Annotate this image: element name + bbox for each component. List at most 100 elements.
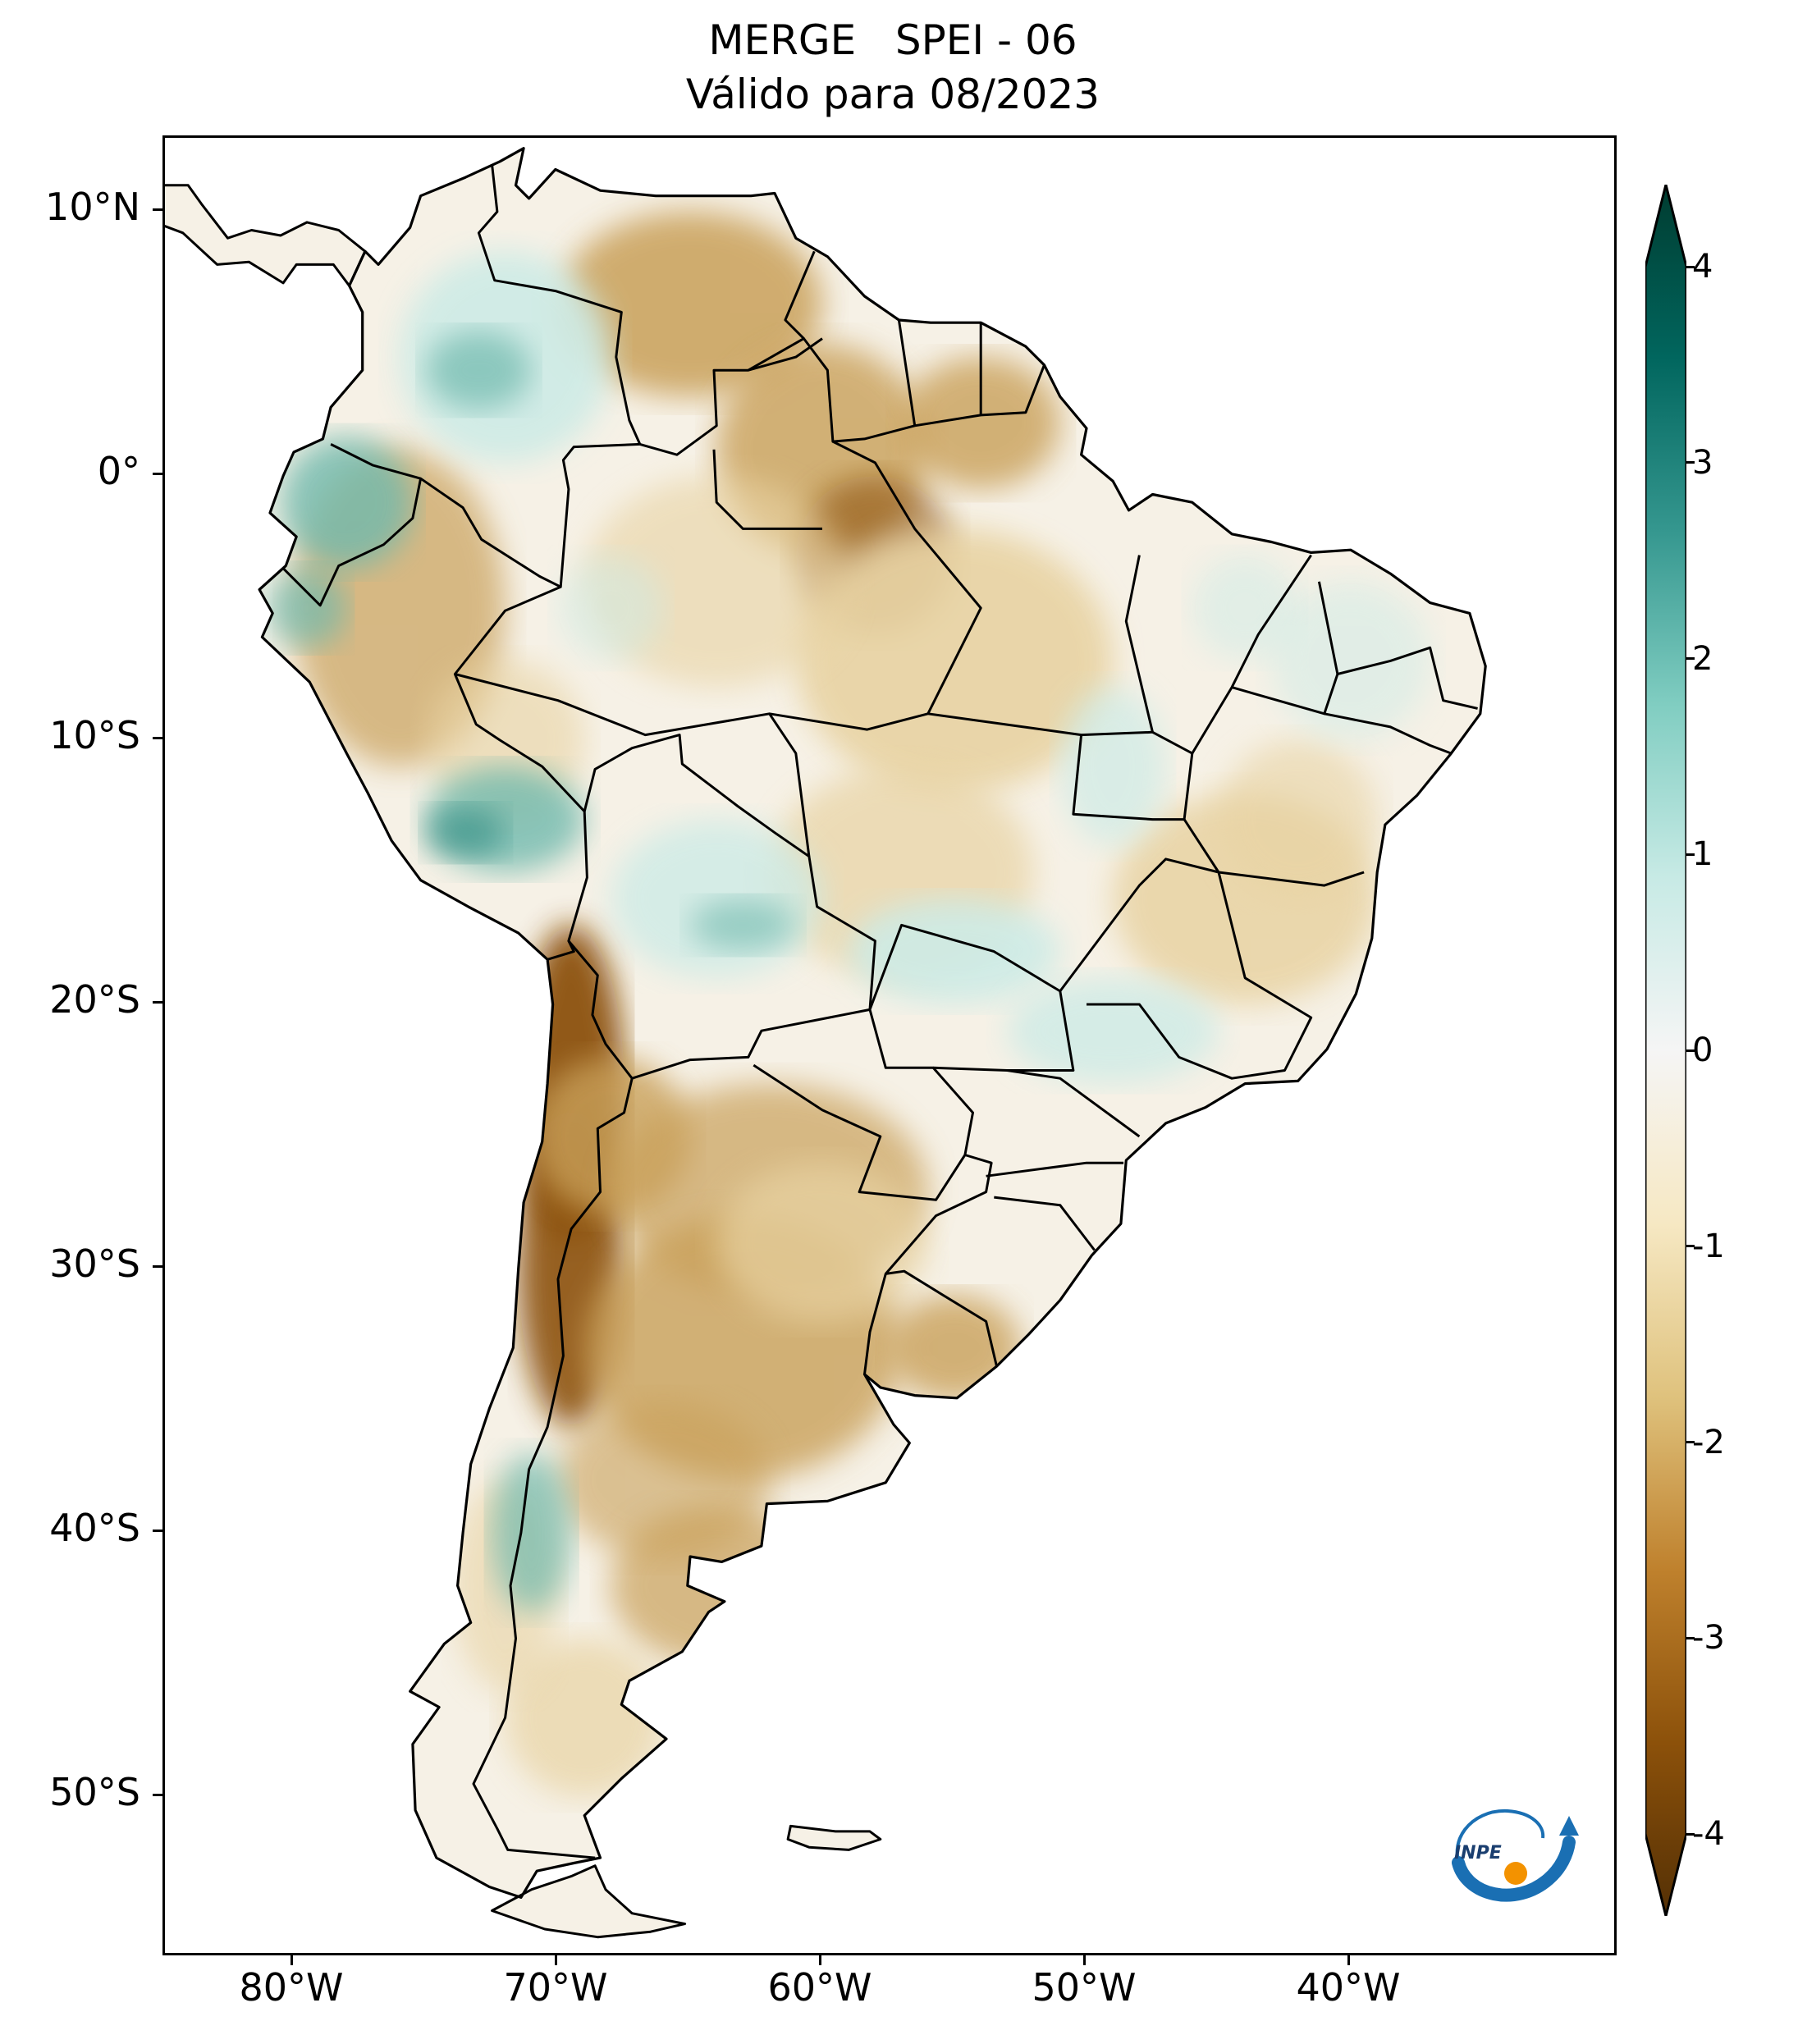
colorbar-label-neg2: -2 <box>1692 1423 1725 1461</box>
colorbar-label-2: 2 <box>1692 639 1713 678</box>
border-line <box>1324 712 1452 755</box>
border-line <box>477 163 642 446</box>
spei-anomaly-patch <box>426 806 506 859</box>
border-line <box>631 1008 974 1201</box>
colorbar-label-1: 1 <box>1692 835 1713 874</box>
spei-anomaly-patch <box>1219 740 1378 899</box>
border-line <box>330 442 640 588</box>
lon-tick <box>818 1955 821 1965</box>
lon-tick <box>554 1955 557 1965</box>
lat-tick <box>153 1000 162 1004</box>
border-line <box>897 319 917 427</box>
lat-tick <box>153 736 162 739</box>
border-line <box>455 673 1153 737</box>
colorbar-tick <box>1686 1245 1695 1248</box>
colorbar-tick <box>1686 657 1695 660</box>
border-line <box>472 940 634 1859</box>
lat-label-50s: 50°S <box>49 1770 140 1814</box>
colorbar-tick <box>1686 461 1695 464</box>
border-line <box>491 1864 687 1939</box>
border-line <box>1059 857 1313 1080</box>
lat-label-0: 0° <box>97 449 140 493</box>
spei-anomaly-patch <box>426 330 532 410</box>
colorbar-label-3: 3 <box>1692 443 1713 482</box>
border-line <box>803 337 1045 443</box>
spei-anomaly-patch <box>1192 555 1298 661</box>
colorbar-label-neg3: -3 <box>1692 1619 1725 1658</box>
lat-tick <box>153 208 162 211</box>
border-line <box>1072 555 1194 821</box>
map-subtitle: Válido para 08/2023 <box>685 71 1100 118</box>
lon-tick <box>290 1955 293 1965</box>
spei-anomaly-patch <box>267 568 347 648</box>
spei-anomaly-patch <box>492 1453 572 1612</box>
spei-anomaly-patch <box>690 899 796 952</box>
spei-anomaly-patch <box>1007 977 1219 1084</box>
border-line <box>986 1161 1124 1177</box>
border-line <box>583 734 876 1010</box>
lon-label-40w: 40°W <box>1296 1965 1401 2010</box>
lat-tick <box>153 472 162 475</box>
border-line <box>639 250 816 456</box>
colorbar-tick <box>1686 1049 1695 1052</box>
spei-field <box>165 148 1486 1937</box>
lon-tick <box>1082 1955 1086 1965</box>
colorbar-body <box>1645 185 1686 1916</box>
lat-label-10s: 10°S <box>49 713 140 757</box>
border-line <box>1191 554 1312 754</box>
border-line <box>748 337 823 372</box>
spei-anomaly-patch <box>280 436 413 569</box>
colorbar-tick <box>1686 265 1695 268</box>
lon-label-60w: 60°W <box>767 1965 872 2010</box>
south-america-map <box>165 147 1487 1939</box>
lon-label-70w: 70°W <box>503 1965 608 2010</box>
colorbar-label-0: 0 <box>1692 1031 1713 1069</box>
border-line <box>994 1196 1096 1251</box>
logo-text: INPE <box>1454 1843 1502 1863</box>
spei-anomaly-patch <box>849 899 1060 1004</box>
colorbar-tick <box>1686 1636 1695 1639</box>
colorbar-label-4: 4 <box>1692 248 1713 286</box>
border-line <box>1007 1069 1141 1138</box>
spei-anomaly-patch <box>558 555 664 661</box>
colorbar-tick <box>1686 1832 1695 1836</box>
colorbar-label-neg4: -4 <box>1692 1815 1725 1853</box>
lat-tick <box>153 1529 162 1532</box>
country-borders <box>165 147 1487 1939</box>
border-line <box>832 440 982 715</box>
border-line <box>768 712 811 857</box>
map-panel <box>162 135 1617 1955</box>
spei-anomaly-patch <box>716 1163 928 1322</box>
lon-tick <box>1347 1955 1350 1965</box>
lat-label-30s: 30°S <box>49 1241 140 1286</box>
colorbar-label-neg1: -1 <box>1692 1227 1725 1265</box>
spei-anomaly-patch <box>1059 687 1166 846</box>
border-line <box>786 1824 882 1851</box>
spei-anomaly-patch <box>558 212 822 397</box>
border-line <box>282 478 423 607</box>
border-line <box>1231 581 1339 716</box>
lat-label-40s: 40°S <box>49 1506 140 1550</box>
border-line <box>863 1269 998 1374</box>
border-line <box>712 449 822 530</box>
colorbar <box>1645 185 1686 1916</box>
lat-label-20s: 20°S <box>49 977 140 1022</box>
spei-anomaly-patch <box>1271 581 1430 741</box>
spei-anomaly-patch <box>888 1295 1021 1401</box>
lon-label-80w: 80°W <box>239 1965 344 2010</box>
lat-tick <box>153 1264 162 1268</box>
spei-anomaly-patch <box>505 1638 664 1797</box>
border-line <box>885 1154 993 1275</box>
lon-label-50w: 50°W <box>1032 1965 1137 2010</box>
border-line <box>1337 646 1478 710</box>
border-line <box>165 184 367 287</box>
lat-tick <box>153 1793 162 1796</box>
inpe-logo: INPE <box>1452 1809 1579 1902</box>
border-line <box>1183 818 1365 887</box>
spei-anomaly-patch <box>611 1506 822 1665</box>
lat-label-10n: 10°N <box>45 185 140 229</box>
colorbar-tick <box>1686 1441 1695 1443</box>
colorbar-tick <box>1686 853 1695 856</box>
map-title: MERGE SPEI - 06 <box>708 16 1077 64</box>
spei-anomaly-patch <box>901 357 1060 490</box>
